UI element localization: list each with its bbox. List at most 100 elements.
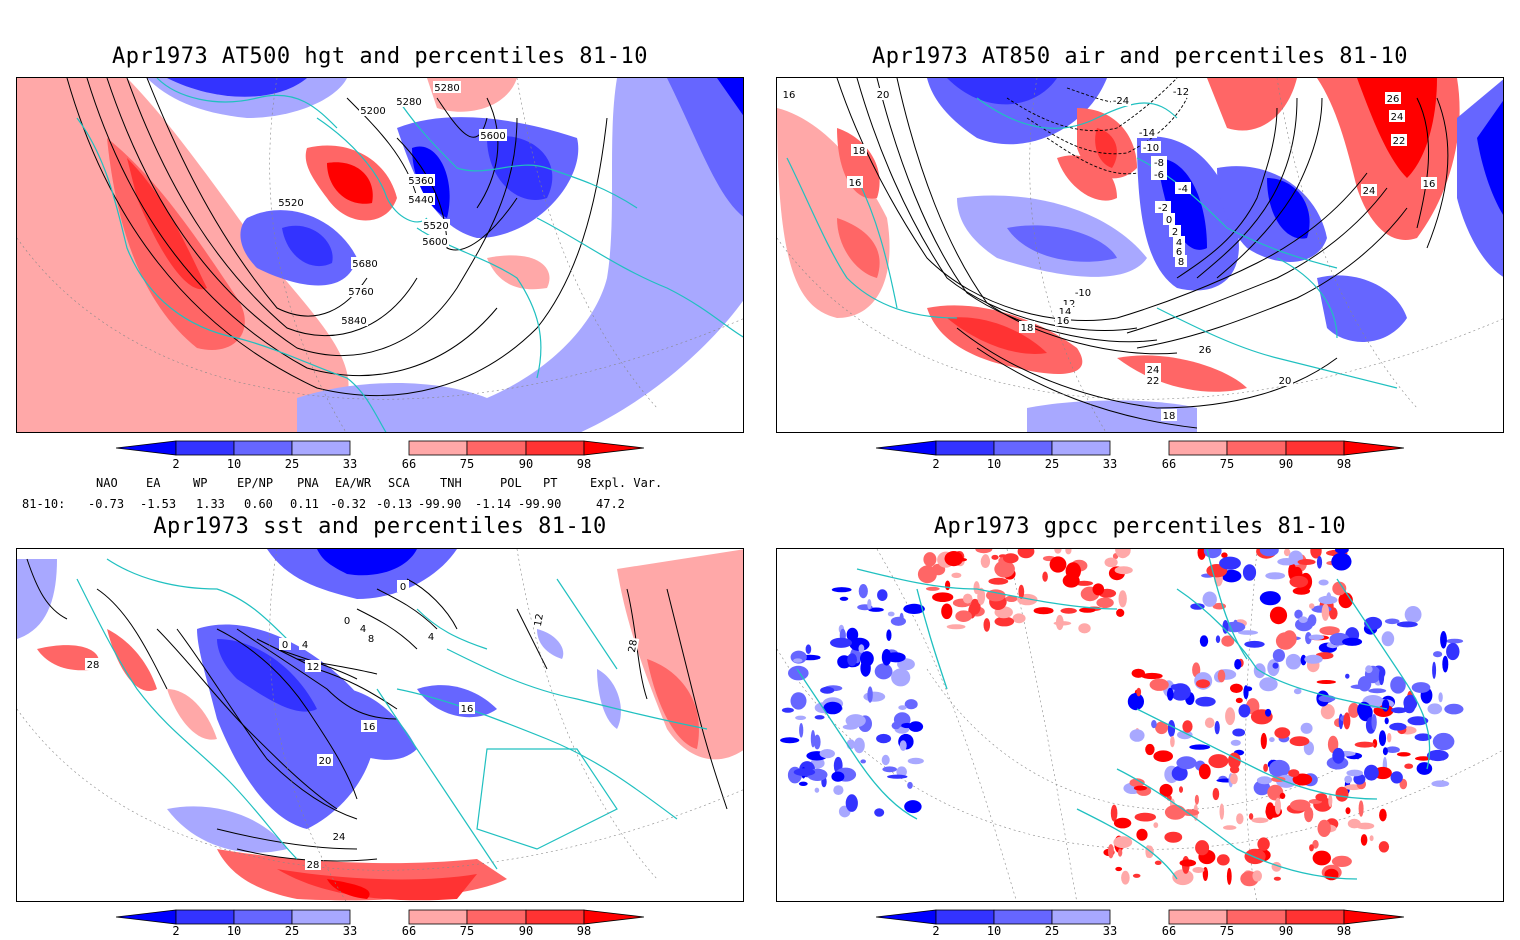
- colorbar-label: 75: [459, 457, 475, 471]
- coastlines: [786, 97, 1398, 389]
- precip-patch: [1259, 591, 1281, 606]
- precip-patch: [1298, 616, 1308, 623]
- colorbar-segment: [1051, 909, 1111, 925]
- colorbar-swatches: [115, 909, 645, 925]
- precip-patch: [1269, 606, 1288, 625]
- precip-patch: [1391, 707, 1407, 714]
- precip-patch: [1371, 714, 1377, 731]
- precip-patch: [1194, 794, 1199, 805]
- precip-patch: [1170, 735, 1175, 748]
- precip-patch: [1279, 792, 1286, 799]
- precip-patch: [868, 607, 884, 612]
- svg-text:6: 6: [1176, 247, 1182, 258]
- precip-patch: [1345, 673, 1350, 679]
- precip-patch: [1133, 785, 1147, 791]
- svg-text:12: 12: [1063, 299, 1076, 310]
- precip-patch: [1238, 630, 1258, 635]
- svg-text:18: 18: [1021, 323, 1034, 334]
- precip-patch: [1212, 787, 1220, 801]
- colorbar-label: 66: [401, 924, 417, 938]
- precip-patch: [1234, 659, 1242, 670]
- svg-text:28: 28: [627, 639, 640, 653]
- svg-text:4: 4: [1176, 238, 1182, 249]
- index-header: EA: [146, 476, 161, 490]
- precip-patch: [1265, 572, 1286, 580]
- graticule: [17, 549, 743, 901]
- precip-patch: [1396, 621, 1418, 628]
- precip-patch: [1132, 873, 1141, 878]
- colorbar-segment: [175, 440, 235, 456]
- precip-patch: [1307, 614, 1317, 627]
- precip-patch: [1318, 579, 1329, 586]
- index-header: PNA: [297, 476, 319, 490]
- svg-text:4: 4: [360, 624, 366, 635]
- precip-patch: [1335, 786, 1349, 802]
- precip-patch: [977, 587, 986, 605]
- precip-patch: [1053, 621, 1072, 626]
- precip-patch: [1134, 812, 1156, 822]
- precip-patch: [1396, 752, 1411, 757]
- precip-patch: [1225, 707, 1236, 726]
- precip-patch: [845, 714, 866, 728]
- percentile-shading: [17, 549, 743, 901]
- precip-patch: [1427, 703, 1443, 715]
- precip-patch: [845, 794, 858, 812]
- precip-patch: [1432, 661, 1437, 679]
- index-value: -1.53: [140, 497, 177, 511]
- precip-patch: [1432, 732, 1455, 751]
- precip-patch: [1244, 686, 1253, 692]
- precip-patch: [805, 644, 812, 654]
- svg-text:5280: 5280: [434, 83, 459, 94]
- precip-patch: [1230, 773, 1238, 785]
- svg-text:-2: -2: [1158, 203, 1168, 214]
- colorbar-label: 25: [284, 457, 300, 471]
- graticule: [777, 78, 1503, 432]
- index-header: TNH: [440, 476, 462, 490]
- precip-patch: [781, 707, 794, 713]
- precip-patch: [1176, 756, 1197, 770]
- percentile-shading: [17, 78, 743, 432]
- precip-patch: [951, 557, 967, 562]
- svg-text:-24: -24: [1113, 96, 1129, 107]
- precip-patch: [1222, 620, 1229, 634]
- precip-patch: [1054, 549, 1062, 554]
- index-value: 0.60: [244, 497, 273, 511]
- precip-patch: [1042, 571, 1048, 582]
- precip-patch: [1190, 603, 1205, 610]
- colorbar-label: 33: [342, 457, 358, 471]
- precip-patch: [1282, 630, 1297, 648]
- precip-patch: [1219, 556, 1241, 570]
- precip-patch: [1117, 848, 1123, 857]
- precip-patch: [1012, 613, 1026, 624]
- precip-patch: [896, 766, 907, 777]
- panel-title-air: Apr1973 AT850 air and percentiles 81-10: [871, 44, 1409, 69]
- percentile-shading: [777, 78, 1503, 432]
- colorbar-label: 98: [576, 457, 592, 471]
- precip-patch: [1196, 679, 1210, 688]
- precip-patch: [1244, 640, 1265, 648]
- precip-patch: [1309, 603, 1315, 609]
- colorbar-hgt: 2 10 25 33 66 75 90 98: [115, 439, 645, 475]
- precip-patch: [1360, 834, 1368, 846]
- precip-patch: [1177, 730, 1193, 740]
- precip-patch: [1272, 662, 1279, 669]
- precip-patch: [1151, 720, 1157, 729]
- svg-text:24: 24: [1147, 365, 1160, 376]
- precip-patch: [1265, 708, 1272, 717]
- colorbar-label: 25: [1044, 924, 1060, 938]
- precip-patch: [994, 616, 1015, 627]
- colorbar-gpcc: 2 10 25 33 66 75 90 98: [875, 908, 1405, 940]
- svg-text:24: 24: [333, 832, 346, 843]
- svg-text:8: 8: [1178, 257, 1184, 268]
- precip-patch: [1154, 860, 1162, 865]
- precip-patch: [1179, 859, 1197, 867]
- index-header: PT: [543, 476, 558, 490]
- precip-patch: [1292, 587, 1311, 595]
- colorbar-segment: [233, 909, 293, 925]
- precip-patch: [1390, 771, 1403, 784]
- index-value: -0.13: [376, 497, 413, 511]
- precip-patch: [1251, 817, 1269, 824]
- precip-patch: [898, 705, 907, 710]
- contour-labels: 5280 5280 5200 5600 5360 5440 5520 5520 …: [277, 81, 507, 327]
- precip-patch: [1221, 635, 1235, 647]
